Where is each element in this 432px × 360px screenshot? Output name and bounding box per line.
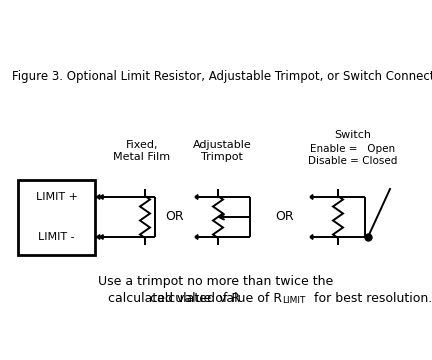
Text: Fixed,
Metal Film: Fixed, Metal Film xyxy=(114,140,171,162)
Text: Switch: Switch xyxy=(334,130,371,140)
Text: LIMIT +: LIMIT + xyxy=(35,192,77,202)
Text: LIMIT: LIMIT xyxy=(282,296,305,305)
Text: calculated value of R: calculated value of R xyxy=(108,292,240,305)
Bar xyxy=(18,180,95,255)
Text: Enable =   Open: Enable = Open xyxy=(310,144,395,154)
Text: Figure 3. Optional Limit Resistor, Adjustable Trimpot, or Switch Connections: Figure 3. Optional Limit Resistor, Adjus… xyxy=(12,70,432,83)
Text: for best resolution.: for best resolution. xyxy=(310,292,432,305)
Text: Adjustable
Trimpot: Adjustable Trimpot xyxy=(193,140,251,162)
Text: Use a trimpot no more than twice the: Use a trimpot no more than twice the xyxy=(98,275,334,288)
Text: calculated value of R: calculated value of R xyxy=(150,292,282,305)
Text: Disable = Closed: Disable = Closed xyxy=(308,156,397,166)
Text: OR: OR xyxy=(276,211,294,224)
Text: LIMIT -: LIMIT - xyxy=(38,232,75,242)
Text: OR: OR xyxy=(166,211,184,224)
